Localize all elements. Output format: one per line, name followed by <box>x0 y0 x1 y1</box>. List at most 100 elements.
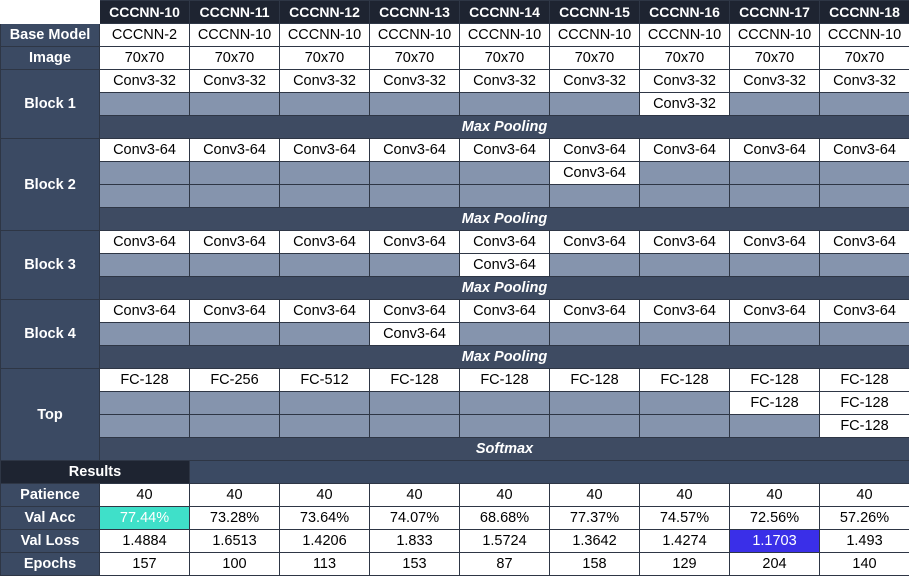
layer-cell <box>549 414 640 438</box>
layer-cell <box>819 184 909 208</box>
layer-cell <box>279 391 370 415</box>
layer-cell <box>99 92 190 116</box>
val-acc-row: Val Acc 77.44% 73.28% 73.64% 74.07% 68.68% 77.… <box>0 506 909 530</box>
layer-cell: Conv3-32 <box>459 69 550 93</box>
layer-cell <box>279 161 370 185</box>
layer-cell <box>639 322 730 346</box>
val-acc-row-label: Val Acc <box>0 506 100 530</box>
image-row-cell: 70x70 <box>729 46 820 70</box>
layer-cell: Conv3-32 <box>639 92 730 116</box>
layer-cell <box>459 161 550 185</box>
block1-row2: Conv3-32 <box>1 92 909 116</box>
layer-cell: Conv3-64 <box>639 138 730 162</box>
layer-cell: FC-512 <box>279 368 370 392</box>
layer-cell <box>189 161 280 185</box>
val-loss-row-label: Val Loss <box>0 529 100 553</box>
layer-cell <box>189 391 280 415</box>
epochs-row-cell: 100 <box>189 552 280 576</box>
max-pooling-band: Max Pooling <box>99 345 909 369</box>
layer-cell: Conv3-32 <box>369 69 460 93</box>
val-loss-row-cell: 1.3642 <box>549 529 640 553</box>
val-loss-row-cell: 1.6513 <box>189 529 280 553</box>
image-row-cell: 70x70 <box>549 46 640 70</box>
layer-cell: Conv3-64 <box>369 230 460 254</box>
max-pooling-band: Max Pooling <box>99 115 909 139</box>
layer-cell <box>459 184 550 208</box>
layer-cell <box>99 161 190 185</box>
corner-cell <box>0 0 100 24</box>
header-row: CCCNN-10 CCCNN-11 CCCNN-12 CCCNN-13 CCCNN-14… <box>0 0 909 24</box>
epochs-row-label: Epochs <box>0 552 100 576</box>
val-loss-row: Val Loss 1.4884 1.6513 1.4206 1.833 1.5724 1.3… <box>0 529 909 553</box>
image-row-label: Image <box>0 46 100 70</box>
layer-cell <box>819 92 909 116</box>
layer-cell <box>549 253 640 277</box>
patience-row: Patience 40 40 40 40 40 40 40 40 40 <box>0 483 909 507</box>
results-header-row: Results <box>0 460 909 484</box>
top-row1: Top FC-128 FC-256 FC-512 FC-128 FC-128 FC-128 F… <box>0 368 909 461</box>
layer-cell: Conv3-64 <box>189 138 280 162</box>
val-acc-row-cell: 74.07% <box>369 506 460 530</box>
epochs-row-cell: 204 <box>729 552 820 576</box>
block1-row1: Block 1 Conv3-32 Conv3-32 Conv3-32 Conv3-32 C… <box>0 69 909 139</box>
block2-row1: Block 2 Conv3-64 Conv3-64 Conv3-64 Conv3-64 C… <box>0 138 909 231</box>
val-acc-row-cell: 73.28% <box>189 506 280 530</box>
patience-row-cell: 40 <box>819 483 909 507</box>
layer-cell: FC-256 <box>189 368 280 392</box>
layer-cell: Conv3-64 <box>99 230 190 254</box>
layer-cell: Conv3-32 <box>549 69 640 93</box>
block2-band-row: Max Pooling <box>1 207 909 231</box>
patience-row-cell: 40 <box>549 483 640 507</box>
patience-row-label: Patience <box>0 483 100 507</box>
layer-cell: FC-128 <box>819 391 909 415</box>
layer-cell: Conv3-64 <box>279 230 370 254</box>
patience-row-cell: 40 <box>99 483 190 507</box>
layer-cell <box>189 92 280 116</box>
image-row-cell: 70x70 <box>639 46 730 70</box>
block3-band-row: Max Pooling <box>1 276 909 300</box>
layer-cell: Conv3-32 <box>189 69 280 93</box>
layer-cell <box>549 322 640 346</box>
layer-cell <box>279 322 370 346</box>
layer-cell <box>99 391 190 415</box>
layer-cell: FC-128 <box>459 368 550 392</box>
layer-cell: Conv3-32 <box>99 69 190 93</box>
base-model-row-cell: CCCNN-10 <box>189 23 280 47</box>
image-row-cell: 70x70 <box>99 46 190 70</box>
model-header: CCCNN-13 <box>369 0 460 24</box>
epochs-row-cell: 158 <box>549 552 640 576</box>
layer-cell <box>729 414 820 438</box>
top-label: Top <box>0 368 100 461</box>
val-acc-row-cell: 68.68% <box>459 506 550 530</box>
layer-cell: Conv3-64 <box>459 253 550 277</box>
val-loss-row-cell: 1.4274 <box>639 529 730 553</box>
patience-row-cell: 40 <box>189 483 280 507</box>
block4-row1: Block 4 Conv3-64 Conv3-64 Conv3-64 Conv3-64 C… <box>0 299 909 369</box>
image-row-cell: 70x70 <box>819 46 909 70</box>
layer-cell: Conv3-64 <box>819 299 909 323</box>
layer-cell <box>369 161 460 185</box>
block4-band-row: Max Pooling <box>1 345 909 369</box>
layer-cell <box>729 92 820 116</box>
top-band-row: Softmax <box>1 437 909 461</box>
layer-cell: Conv3-64 <box>189 299 280 323</box>
model-header: CCCNN-15 <box>549 0 640 24</box>
val-acc-row-cell: 74.57% <box>639 506 730 530</box>
layer-cell: Conv3-64 <box>99 299 190 323</box>
layer-cell: Conv3-32 <box>729 69 820 93</box>
layer-cell: Conv3-64 <box>639 230 730 254</box>
layer-cell: FC-128 <box>549 368 640 392</box>
block2-label: Block 2 <box>0 138 100 231</box>
base-model-row-cell: CCCNN-10 <box>819 23 909 47</box>
max-pooling-band: Max Pooling <box>99 276 909 300</box>
layer-cell <box>369 391 460 415</box>
val-loss-row-cell: 1.1703 <box>729 529 820 553</box>
layer-cell <box>99 322 190 346</box>
val-acc-row-cell: 57.26% <box>819 506 909 530</box>
layer-cell <box>369 414 460 438</box>
epochs-row-cell: 113 <box>279 552 370 576</box>
val-loss-row-cell: 1.4206 <box>279 529 370 553</box>
layer-cell <box>189 414 280 438</box>
layer-cell: FC-128 <box>99 368 190 392</box>
